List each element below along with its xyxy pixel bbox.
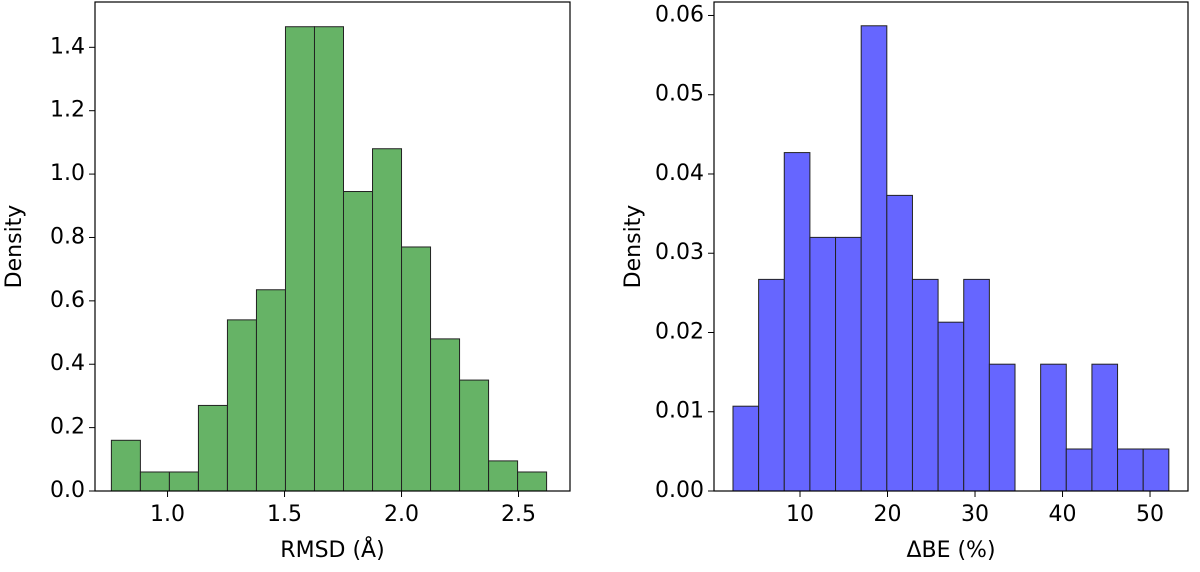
plot-frame: [94, 1, 571, 492]
bar: [197, 404, 228, 492]
x-tick-label: 2.5: [501, 502, 536, 527]
y-tick-label: 0.06: [655, 2, 704, 27]
y-tick-label: 0.03: [655, 240, 704, 265]
x-tick-label: 30: [961, 502, 989, 527]
bar: [139, 471, 170, 492]
y-axis-label: Density: [2, 205, 27, 289]
x-axis-label: RMSD (Å): [280, 536, 384, 563]
y-tick-label: 0.00: [655, 478, 704, 503]
bar: [886, 194, 913, 492]
bar: [860, 25, 888, 492]
bar: [342, 191, 374, 492]
x-tick-label: 40: [1049, 502, 1077, 527]
bar: [401, 246, 432, 492]
bar: [284, 26, 315, 492]
bar: [758, 278, 785, 492]
bar: [988, 363, 1016, 492]
y-tick-label: 0.01: [655, 399, 704, 424]
plot-frame: [713, 1, 1189, 492]
y-tick-label: 0.04: [655, 161, 704, 186]
bar: [430, 338, 461, 492]
bar: [226, 319, 257, 492]
x-tick-label: 10: [786, 502, 814, 527]
y-tick-label: 0.02: [655, 319, 704, 344]
y-tick-label: 0.2: [50, 415, 85, 440]
bar: [911, 278, 939, 492]
bar: [809, 236, 837, 492]
y-tick-label: 1.4: [50, 34, 85, 59]
x-tick-label: 50: [1136, 502, 1164, 527]
bar: [313, 26, 344, 492]
y-tick-label: 1.0: [50, 161, 85, 186]
bar: [459, 379, 490, 492]
bar: [783, 152, 811, 492]
x-tick-label: 20: [874, 502, 902, 527]
bar: [168, 471, 199, 492]
bar: [517, 471, 548, 492]
bar: [110, 439, 141, 492]
x-tick-label: 1.5: [267, 502, 302, 527]
y-tick-label: 0.6: [50, 288, 85, 313]
bar: [937, 321, 965, 492]
bar: [372, 148, 403, 492]
y-tick-label: 0.4: [50, 351, 85, 376]
bar: [835, 236, 862, 492]
y-tick-label: 1.2: [50, 98, 85, 123]
y-tick-label: 0.05: [655, 82, 704, 107]
bar: [255, 289, 286, 492]
bar: [1065, 448, 1093, 492]
x-tick-label: 1.0: [150, 502, 185, 527]
y-tick-label: 0.8: [50, 224, 85, 249]
x-axis-label: ΔBE (%): [906, 538, 995, 563]
bar: [732, 405, 760, 492]
bar: [1040, 363, 1067, 492]
bar: [1142, 448, 1170, 492]
y-axis-label: Density: [621, 205, 646, 289]
y-tick-label: 0.0: [50, 478, 85, 503]
bar: [1091, 363, 1119, 492]
x-tick-label: 2.0: [384, 502, 419, 527]
bar: [963, 278, 990, 492]
bar: [1117, 448, 1144, 492]
bar: [488, 460, 519, 492]
